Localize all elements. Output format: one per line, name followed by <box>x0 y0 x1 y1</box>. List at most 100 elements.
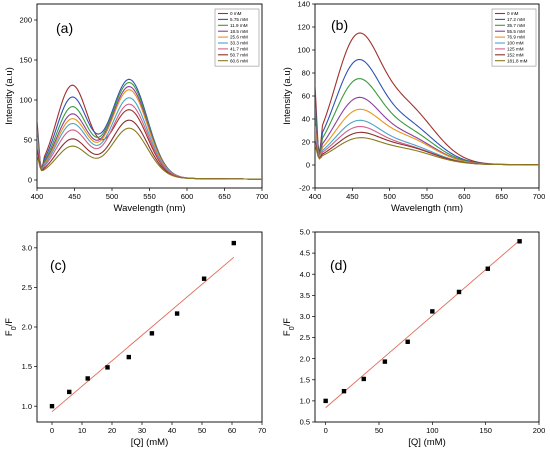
y-tick-label: 0.5 <box>300 418 310 427</box>
data-point <box>405 339 410 344</box>
y-tick-label: 5.0 <box>300 228 310 237</box>
y-axis-title: F0/F <box>4 318 18 336</box>
data-point <box>485 266 490 271</box>
y-tick-label: 1.5 <box>300 375 310 384</box>
legend-entry: 152 mM <box>507 52 524 57</box>
y-axis-title: F0/F <box>282 318 296 336</box>
panel-d-stern-volmer-plot: 0 50 100 150 200 0.5 1.0 1.5 2.0 2.5 3.0 3.5 4.0 4.5 5… <box>282 228 545 448</box>
y-tick-label: 2.0 <box>22 323 32 332</box>
x-tick-label: 0 <box>50 426 54 435</box>
y-tick-label: 2.5 <box>300 333 310 342</box>
x-tick-label: 10 <box>78 426 86 435</box>
legend-entry: 181.8 mM <box>507 58 528 63</box>
legend-entry: 0 mM <box>230 11 242 16</box>
x-tick-label: 400 <box>31 192 44 201</box>
y-tick-label: 200 <box>19 16 32 25</box>
legend-entry: 100 mM <box>507 41 524 46</box>
y-axis-title: Intensity (a.u) <box>4 67 15 125</box>
y-tick-label: 1.0 <box>300 396 310 405</box>
data-point <box>105 365 110 370</box>
x-tick-label: 550 <box>143 192 156 201</box>
y-tick-label: 0 <box>306 161 310 170</box>
x-tick-label: 20 <box>108 426 116 435</box>
x-axis-title: Wavelength (nm) <box>391 203 463 214</box>
series-lines <box>315 32 539 166</box>
y-axis-title: Intensity (a.u) <box>282 67 293 125</box>
data-point <box>149 331 155 336</box>
y-tick-label: 4.5 <box>300 249 310 258</box>
y-tick-label: 20 <box>302 138 310 147</box>
x-tick-label: 0 <box>324 426 328 435</box>
data-point <box>382 359 388 364</box>
data-point <box>430 309 435 314</box>
legend-entry: 25.6 mM <box>230 35 248 40</box>
x-tick-label: 700 <box>533 192 546 201</box>
data-point <box>67 389 72 395</box>
panel-c-stern-volmer-plot: 0 10 20 30 40 50 60 70 1.0 1.5 2.0 2.5 3.0 [Q] (mM) F0… <box>4 231 266 448</box>
plot-frame <box>314 231 540 423</box>
y-tick-label: 60 <box>302 92 310 101</box>
legend-entry: 35.7 mM <box>507 23 525 28</box>
x-tick-label: 150 <box>479 426 492 435</box>
series-line-100-mm <box>315 119 539 166</box>
y-tick-label: 0 <box>28 176 32 185</box>
x-tick-label: 650 <box>218 192 231 201</box>
y-tick-label: 3.5 <box>300 291 310 300</box>
y-tick-label: 2.5 <box>22 283 32 292</box>
x-tick-label: 550 <box>421 192 434 201</box>
panel-b-emission-spectra: 400 450 500 550 600 650 700 -20 0 20 40 60 80 100 120 1… <box>282 0 545 214</box>
x-tick-label: 450 <box>346 192 359 201</box>
x-tick-label: 50 <box>198 426 206 435</box>
x-tick-label: 450 <box>68 192 81 201</box>
y-tick-label: -20 <box>299 184 310 193</box>
y-tick-label: 100 <box>19 96 32 105</box>
y-tick-label: 3.0 <box>300 312 310 321</box>
data-point <box>49 403 55 409</box>
x-tick-label: 600 <box>181 192 194 201</box>
y-tick-label: 50 <box>24 136 32 145</box>
series-lines <box>37 78 262 180</box>
panel-a-emission-spectra: 400 450 500 550 600 650 700 0 50 100 150 200 Wavelen… <box>4 3 268 214</box>
data-point <box>201 276 207 281</box>
series-line-17-2-mm <box>315 58 539 166</box>
legend-entry: 50.7 mM <box>230 52 248 57</box>
legend-entry: 41.7 mM <box>230 47 248 52</box>
legend-entry: 76.9 mM <box>507 35 525 40</box>
x-tick-label: 70 <box>258 426 266 435</box>
y-tick-label: 3.0 <box>22 243 32 252</box>
y-tick-label: 100 <box>297 46 310 55</box>
x-tick-label: 650 <box>495 192 508 201</box>
data-point <box>126 354 131 360</box>
legend-entry: 60.6 mM <box>230 58 248 63</box>
series-line-181-8-mm <box>315 137 539 166</box>
panel-label: (c) <box>50 257 66 273</box>
x-tick-label: 30 <box>138 426 146 435</box>
y-tick-label: 80 <box>302 69 310 78</box>
legend-entry: 0 mM <box>507 11 519 16</box>
x-tick-label: 200 <box>533 426 546 435</box>
data-point <box>341 388 347 394</box>
x-axis-title: [Q] (mM) <box>408 437 445 448</box>
x-axis-title: [Q] (mM) <box>131 437 168 448</box>
y-tick-label: 150 <box>19 56 32 65</box>
legend-entry: 33.3 mM <box>230 41 248 46</box>
legend-entry: 11.9 mM <box>230 23 248 28</box>
data-point <box>456 289 462 295</box>
y-tick-label: 1.5 <box>22 362 32 371</box>
x-tick-label: 40 <box>168 426 176 435</box>
data-point <box>323 398 328 404</box>
data-point <box>517 239 522 244</box>
panel-label: (a) <box>56 20 73 36</box>
series-line-76-9-mm <box>315 108 539 166</box>
y-tick-label: 2.0 <box>300 354 310 363</box>
y-tick-label: 1.0 <box>22 402 32 411</box>
y-tick-label: 120 <box>297 23 310 32</box>
data-point <box>174 311 180 316</box>
x-tick-label: 500 <box>383 192 396 201</box>
data-point <box>361 376 366 382</box>
x-tick-label: 500 <box>106 192 119 201</box>
legend-entry: 55.5 mM <box>507 29 525 34</box>
